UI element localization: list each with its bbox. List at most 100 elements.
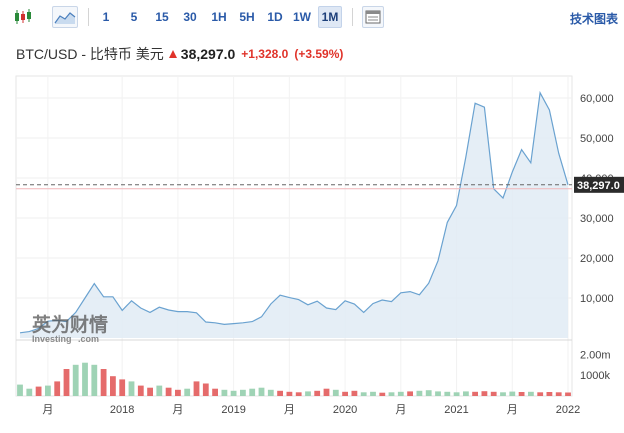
interval-1h-button[interactable]: 1H — [211, 10, 227, 24]
volume-bar — [546, 392, 553, 396]
price-chart-svg[interactable]: 60,00050,00040,00030,00020,00010,00038,2… — [0, 74, 624, 433]
volume-bar — [82, 362, 88, 396]
volume-bar — [342, 391, 348, 396]
volume-bar — [193, 381, 200, 396]
volume-bar — [463, 391, 469, 396]
volume-bar — [407, 391, 413, 396]
volume-bar — [165, 387, 172, 396]
candlestick-icon[interactable] — [12, 6, 36, 28]
volume-bar — [360, 392, 367, 396]
volume-bar — [416, 390, 423, 396]
volume-bar — [258, 387, 265, 396]
volume-bar — [295, 392, 302, 396]
chart-toolbar: 1 5 15 30 1H 5H 1D 1W 1M 技术图表 — [0, 0, 624, 36]
x-tick-label: 月 — [507, 404, 518, 416]
y-tick-label: 10,000 — [580, 293, 614, 305]
current-price-tag-label: 38,297.0 — [577, 180, 620, 192]
volume-bar — [26, 388, 33, 396]
watermark-en-text: Investing — [32, 334, 72, 344]
volume-bar — [202, 383, 209, 396]
volume-bar — [240, 389, 246, 396]
volume-bar — [565, 392, 571, 396]
volume-bar — [305, 391, 311, 396]
x-tick-label: 2019 — [221, 404, 245, 416]
watermark-en-suffix: .com — [78, 334, 99, 344]
interval-15-button[interactable]: 15 — [155, 10, 169, 24]
x-tick-label: 月 — [395, 404, 406, 416]
y-tick-label: 60,000 — [580, 93, 614, 105]
volume-bar — [100, 369, 107, 396]
volume-bar — [481, 391, 488, 396]
interval-1-button[interactable]: 1 — [102, 10, 110, 24]
technical-chart-link[interactable]: 技术图表 — [569, 12, 618, 26]
interval-5h-button[interactable]: 5H — [239, 10, 255, 24]
volume-bar — [528, 391, 534, 396]
volume-bar — [119, 379, 126, 396]
volume-bar — [286, 391, 293, 396]
x-tick-label: 月 — [284, 404, 295, 416]
last-price: 38,297.0 — [180, 46, 236, 62]
volume-bar — [370, 391, 376, 396]
y-tick-label: 30,000 — [580, 213, 614, 225]
x-tick-label: 2020 — [333, 404, 357, 416]
volume-bar — [91, 364, 98, 396]
volume-bar — [397, 391, 404, 396]
interval-1d-button[interactable]: 1D — [267, 10, 283, 24]
x-tick-label: 月 — [172, 404, 183, 416]
current-price-tag — [574, 176, 624, 193]
price-change: +1,328.0 — [241, 47, 289, 61]
volume-bar — [509, 391, 516, 396]
toolbar-divider — [352, 8, 353, 26]
volume-bar — [277, 390, 283, 396]
price-up-icon — [168, 50, 177, 58]
volume-bar — [45, 385, 51, 396]
volume-bar — [444, 391, 451, 396]
interval-1w-button[interactable]: 1W — [293, 10, 311, 24]
volume-bar — [388, 392, 395, 396]
volume-bar — [175, 389, 181, 396]
price-change-percent: (+3.59%) — [294, 47, 344, 61]
price-line — [19, 90, 569, 334]
y-tick-label: 20,000 — [580, 253, 614, 265]
volume-bar — [314, 390, 321, 396]
volume-tick-label: 2.00m — [580, 349, 611, 361]
volume-bar — [379, 392, 386, 396]
volume-bar — [221, 389, 228, 396]
quote-header: BTC/USD - 比特币 美元 38,297.0 +1,328.0 (+3.5… — [16, 44, 349, 64]
volume-bar — [472, 391, 478, 396]
data-table-icon[interactable] — [362, 6, 384, 28]
interval-1m-button[interactable]: 1M — [318, 6, 342, 28]
area-chart-icon[interactable] — [52, 6, 78, 28]
volume-bar — [351, 390, 358, 396]
volume-bar — [490, 391, 497, 396]
volume-bar — [267, 389, 274, 396]
toolbar-divider — [88, 8, 89, 26]
volume-tick-label: 1000k — [580, 370, 610, 382]
volume-bar — [35, 386, 42, 396]
volume-bar — [500, 392, 506, 396]
volume-bar — [137, 385, 144, 396]
volume-bar — [17, 384, 23, 396]
volume-bar — [156, 385, 163, 396]
x-tick-label: 2022 — [556, 404, 580, 416]
volume-bar — [435, 391, 441, 396]
x-tick-label: 2021 — [444, 404, 468, 416]
x-tick-label: 2018 — [110, 404, 134, 416]
volume-bar — [332, 389, 339, 396]
volume-bar — [555, 392, 562, 396]
volume-bar — [453, 392, 460, 396]
volume-bar — [425, 390, 432, 396]
watermark-cn-text: 英为财情 — [32, 313, 108, 336]
instrument-title: BTC/USD - 比特币 美元 — [16, 46, 164, 62]
price-chart[interactable]: 60,00050,00040,00030,00020,00010,00038,2… — [0, 74, 624, 433]
volume-bar — [212, 388, 218, 396]
volume-bar — [147, 387, 153, 396]
volume-bar — [128, 381, 135, 396]
volume-bar — [537, 392, 544, 396]
volume-bar — [249, 388, 256, 396]
volume-bar — [54, 381, 61, 396]
x-tick-label: 月 — [42, 404, 53, 416]
interval-30-button[interactable]: 30 — [183, 10, 197, 24]
interval-5-button[interactable]: 5 — [130, 10, 138, 24]
